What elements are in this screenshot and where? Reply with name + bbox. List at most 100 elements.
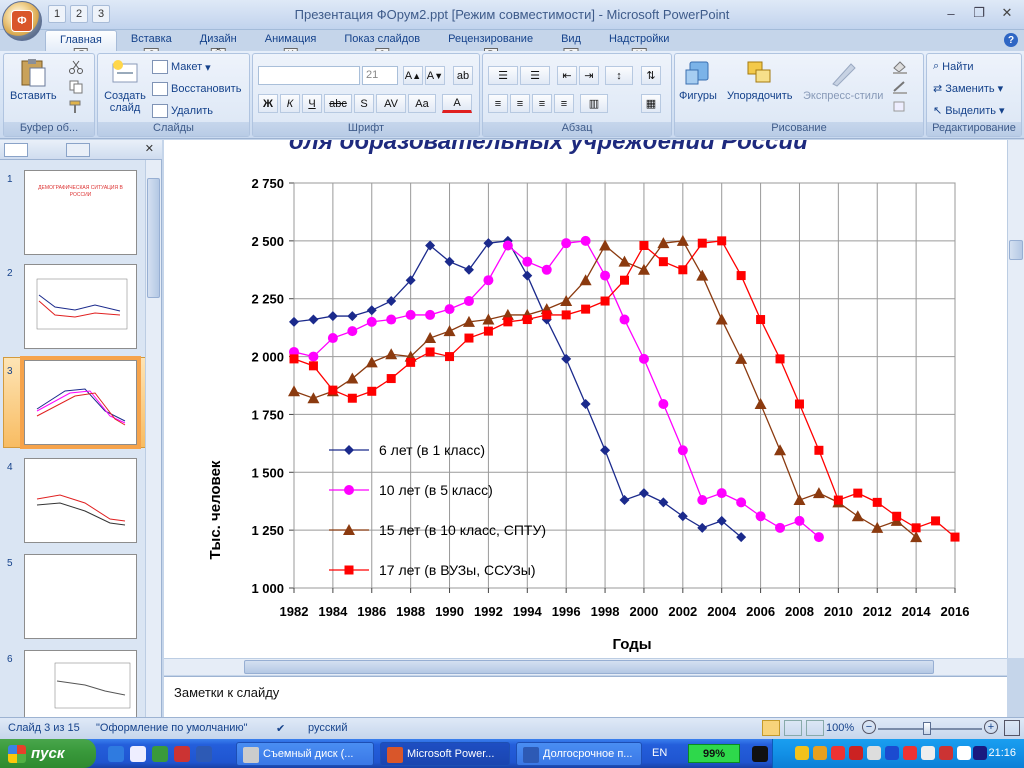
scrollbar-thumb[interactable] bbox=[147, 178, 160, 298]
shapes-button[interactable]: Фигуры bbox=[679, 58, 717, 102]
media-icon[interactable] bbox=[130, 746, 146, 762]
cut-icon[interactable] bbox=[68, 60, 84, 74]
select-button[interactable]: ↖ Выделить ▾ bbox=[933, 104, 1005, 118]
word-icon[interactable] bbox=[196, 746, 212, 762]
text-direction-button[interactable]: ⇅ bbox=[641, 66, 661, 85]
zoom-out-icon[interactable]: − bbox=[862, 720, 876, 734]
qat-redo-key[interactable]: 3 bbox=[92, 5, 110, 23]
align-center-button[interactable]: ≡ bbox=[510, 94, 530, 113]
qat-undo-key[interactable]: 2 bbox=[70, 5, 88, 23]
tab-animation[interactable]: АнимацияИ bbox=[251, 30, 331, 61]
bold-button[interactable]: Ж bbox=[258, 94, 278, 113]
notes-pane[interactable]: Заметки к слайду bbox=[164, 676, 1007, 717]
tray-icon[interactable] bbox=[849, 746, 863, 760]
italic-button[interactable]: К bbox=[280, 94, 300, 113]
tab-insert[interactable]: ВставкаС bbox=[117, 30, 186, 61]
slide-thumbnail-6[interactable] bbox=[24, 650, 137, 720]
slide-horizontal-scrollbar[interactable] bbox=[164, 658, 1007, 675]
slideshow-view-icon[interactable] bbox=[806, 720, 824, 736]
sorter-view-icon[interactable] bbox=[784, 720, 802, 736]
slide-thumbnail-1[interactable]: ДЕМОГРАФИЧЕСКАЯ СИТУАЦИЯ В РОССИИ bbox=[24, 170, 137, 255]
spacing-button[interactable]: AV bbox=[376, 94, 406, 113]
columns-button[interactable]: ▥ bbox=[580, 94, 608, 113]
tab-review[interactable]: РецензированиеР bbox=[434, 30, 547, 61]
replace-button[interactable]: ⇄ Заменить ▾ bbox=[933, 82, 1003, 96]
tab-addins[interactable]: НадстройкиН bbox=[595, 30, 683, 61]
case-button[interactable]: Aa bbox=[408, 94, 436, 113]
slides-tab[interactable] bbox=[4, 143, 28, 157]
media-player-icon[interactable] bbox=[973, 746, 987, 760]
bullets-button[interactable]: ☰ bbox=[488, 66, 518, 85]
quick-styles-button[interactable]: Экспресс-стили bbox=[803, 58, 883, 102]
battery-indicator[interactable]: 99% bbox=[688, 744, 740, 763]
clear-format-button[interactable]: ab bbox=[453, 66, 473, 85]
align-left-button[interactable]: ≡ bbox=[488, 94, 508, 113]
task-word-document[interactable]: Долгосрочное п... bbox=[516, 742, 642, 766]
minimize-button[interactable]: – bbox=[947, 5, 955, 21]
slide-thumbnail-5[interactable] bbox=[24, 554, 137, 639]
reset-button[interactable]: Восстановить bbox=[152, 82, 241, 96]
decrease-indent-button[interactable]: ⇤ bbox=[557, 66, 577, 85]
task-powerpoint[interactable]: Microsoft Power... bbox=[380, 742, 510, 766]
align-right-button[interactable]: ≡ bbox=[532, 94, 552, 113]
shrink-font-button[interactable]: A ▼ bbox=[425, 66, 445, 85]
slide-vertical-scrollbar[interactable] bbox=[1007, 140, 1024, 658]
font-name-select[interactable] bbox=[258, 66, 360, 85]
start-button[interactable]: пуск bbox=[0, 739, 96, 768]
tab-design[interactable]: ДизайнЙ bbox=[186, 30, 251, 61]
tray-icon[interactable] bbox=[867, 746, 881, 760]
line-spacing-button[interactable]: ↕ bbox=[605, 66, 633, 85]
slide-thumbnail-3[interactable] bbox=[20, 356, 141, 449]
tray-icon[interactable] bbox=[939, 746, 953, 760]
maximize-button[interactable]: ❐ bbox=[973, 5, 985, 20]
language-indicator[interactable]: EN bbox=[652, 747, 668, 759]
delete-button[interactable]: Удалить bbox=[152, 104, 213, 118]
scrollbar-thumb[interactable] bbox=[1009, 240, 1023, 260]
bluetooth-icon[interactable] bbox=[885, 746, 899, 760]
slide-title[interactable]: для образовательных учреждений России bbox=[289, 140, 808, 155]
help-icon[interactable]: ? bbox=[1004, 33, 1018, 47]
tab-slideshow[interactable]: Показ слайдовЗ bbox=[330, 30, 434, 61]
effects-icon[interactable] bbox=[891, 100, 909, 114]
strike-button[interactable]: abc bbox=[324, 94, 352, 113]
tab-home[interactable]: ГлавнаяЯ bbox=[45, 30, 117, 61]
close-button[interactable]: ✕ bbox=[1001, 5, 1013, 20]
underline-button[interactable]: Ч bbox=[302, 94, 322, 113]
slides-panel-scrollbar[interactable] bbox=[145, 160, 161, 717]
tray-icon[interactable] bbox=[795, 746, 809, 760]
justify-button[interactable]: ≡ bbox=[554, 94, 574, 113]
smartart-button[interactable]: ▦ bbox=[641, 94, 661, 113]
font-color-button[interactable]: A bbox=[442, 94, 472, 113]
quicklaunch-icon[interactable] bbox=[174, 746, 190, 762]
outline-icon[interactable] bbox=[891, 80, 909, 94]
tray-icon[interactable] bbox=[813, 746, 827, 760]
volume-icon[interactable] bbox=[957, 746, 971, 760]
zoom-in-icon[interactable]: + bbox=[984, 720, 998, 734]
scrollbar-thumb[interactable] bbox=[244, 660, 934, 674]
layout-button[interactable]: Макет ▾ bbox=[152, 60, 211, 74]
font-size-select[interactable]: 21 bbox=[362, 66, 398, 85]
zoom-level[interactable]: 100% bbox=[826, 722, 855, 734]
normal-view-icon[interactable] bbox=[762, 720, 780, 736]
close-icon[interactable]: ✕ bbox=[144, 143, 154, 155]
slide-thumbnail-4[interactable] bbox=[24, 458, 137, 543]
network-icon[interactable] bbox=[921, 746, 935, 760]
fill-icon[interactable] bbox=[891, 60, 909, 74]
increase-indent-button[interactable]: ⇥ bbox=[579, 66, 599, 85]
format-painter-icon[interactable] bbox=[68, 100, 84, 114]
theme-name[interactable]: "Оформление по умолчанию" bbox=[96, 722, 248, 734]
find-button[interactable]: ⌕ Найти bbox=[933, 60, 974, 73]
slide-thumbnail-2[interactable] bbox=[24, 264, 137, 349]
tray-icon[interactable] bbox=[903, 746, 917, 760]
task-removable-disk[interactable]: Съемный диск (... bbox=[236, 742, 374, 766]
slide-canvas[interactable]: для образовательных учреждений России 1 … bbox=[164, 140, 1007, 658]
paste-button[interactable]: Вставить bbox=[10, 58, 57, 102]
numbering-button[interactable]: ☰ bbox=[520, 66, 550, 85]
arrange-button[interactable]: Упорядочить bbox=[727, 58, 792, 102]
zoom-slider-knob[interactable] bbox=[923, 722, 931, 735]
population-line-chart[interactable]: 1 000 1 250 1 500 1 750 2 000 2 250 2 500 2 750… bbox=[164, 140, 1007, 658]
outline-tab[interactable] bbox=[66, 143, 90, 157]
power-icon[interactable] bbox=[752, 746, 768, 762]
tray-icon[interactable] bbox=[831, 746, 845, 760]
ie-icon[interactable] bbox=[108, 746, 124, 762]
